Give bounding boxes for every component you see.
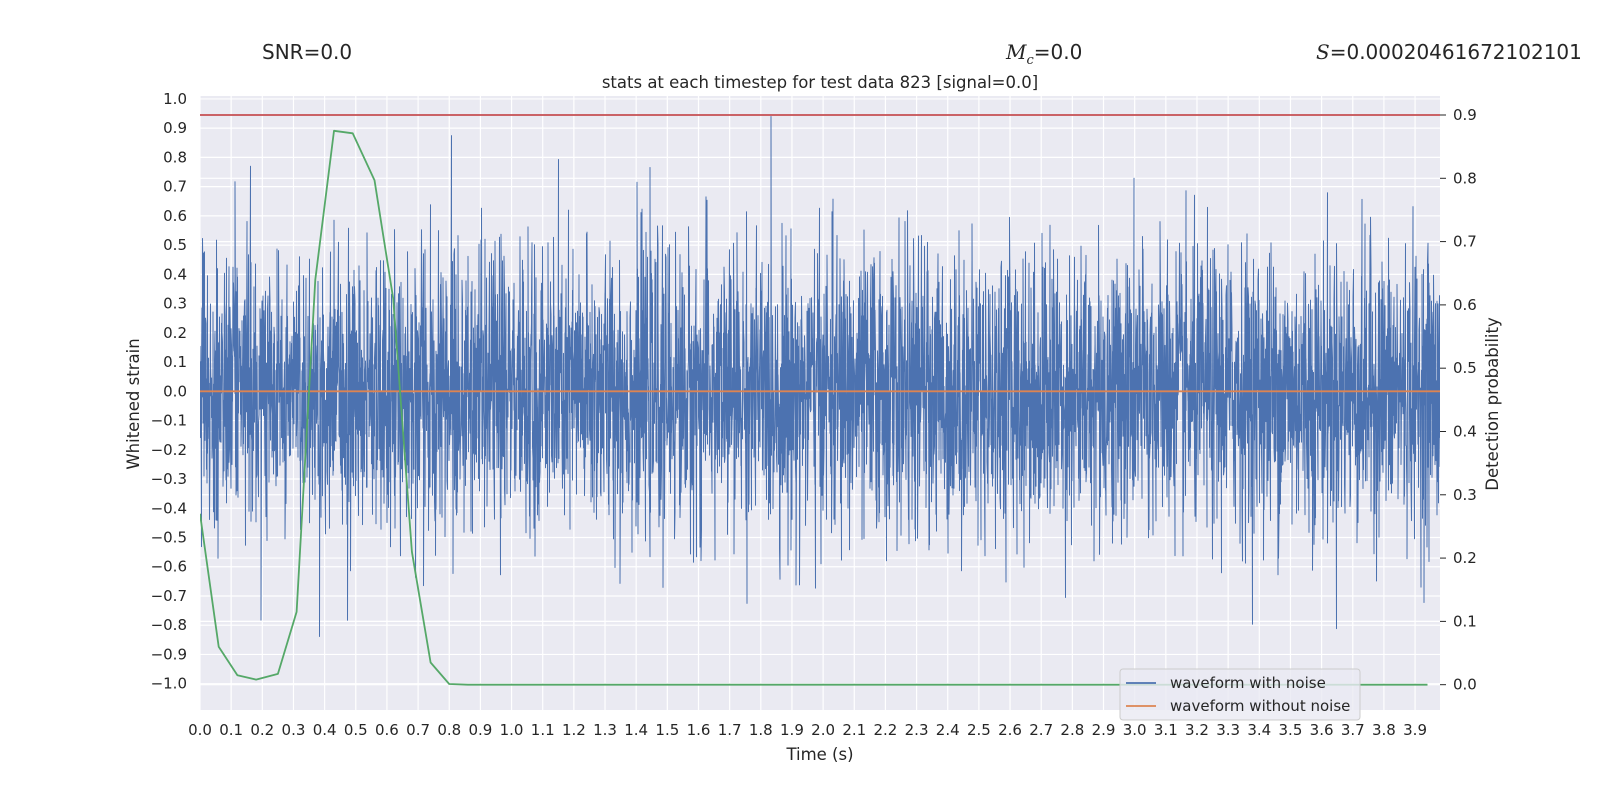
- x-tick-label: 1.3: [593, 721, 617, 739]
- x-tick-label: 0.6: [375, 721, 399, 739]
- y2-tick-label: 0.2: [1453, 549, 1477, 567]
- x-tick-label: 3.8: [1372, 721, 1396, 739]
- y-tick-label: 0.5: [163, 236, 187, 254]
- chirp-mass-label: Mc=0.0: [1006, 40, 1083, 68]
- x-tick-label: 1.9: [780, 721, 804, 739]
- x-tick-label: 1.1: [531, 721, 555, 739]
- x-tick-label: 0.9: [468, 721, 492, 739]
- chart-title: stats at each timestep for test data 823…: [602, 73, 1038, 92]
- y-tick-label: 0.4: [163, 265, 187, 283]
- x-tick-label: 2.6: [998, 721, 1022, 739]
- x-tick-label: 1.5: [655, 721, 679, 739]
- snr-label: SNR=0.0: [262, 40, 353, 64]
- y-tick-label: −0.3: [151, 470, 187, 488]
- y2-tick-label: 0.4: [1453, 422, 1477, 440]
- y-tick-label: −0.8: [151, 616, 187, 634]
- x-tick-label: 3.7: [1341, 721, 1365, 739]
- x-tick-label: 2.3: [905, 721, 929, 739]
- x-tick-label: 0.8: [437, 721, 461, 739]
- series-detection-probability: [200, 129, 1428, 686]
- y2-tick-label: 0.6: [1453, 296, 1477, 314]
- legend-label-clean: waveform without noise: [1170, 697, 1350, 715]
- series-layer: [200, 114, 1440, 686]
- x-tick-label: 3.4: [1247, 721, 1271, 739]
- y-tick-label: 1.0: [163, 90, 187, 108]
- y-tick-label: −0.5: [151, 528, 187, 546]
- x-tick-label: 0.3: [282, 721, 306, 739]
- x-tick-label: 2.7: [1029, 721, 1053, 739]
- x-tick-label: 2.0: [811, 721, 835, 739]
- x-tick-label: 3.0: [1123, 721, 1147, 739]
- x-tick-label: 3.5: [1279, 721, 1303, 739]
- x-tick-label: 3.2: [1185, 721, 1209, 739]
- x-tick-label: 2.5: [967, 721, 991, 739]
- x-tick-label: 1.6: [687, 721, 711, 739]
- y-tick-label: 0.1: [163, 353, 187, 371]
- y2-tick-label: 0.0: [1453, 676, 1477, 694]
- x-tick-label: 2.9: [1092, 721, 1116, 739]
- y2-tick-label: 0.8: [1453, 169, 1477, 187]
- x-tick-label: 2.4: [936, 721, 960, 739]
- y-tick-label: 0.0: [163, 382, 187, 400]
- x-tick-label: 2.8: [1060, 721, 1084, 739]
- x-tick-label: 2.1: [842, 721, 866, 739]
- x-tick-label: 1.2: [562, 721, 586, 739]
- x-tick-label: 3.6: [1310, 721, 1334, 739]
- y-tick-label: −0.9: [151, 645, 187, 663]
- y-tick-label: 0.9: [163, 119, 187, 137]
- x-tick-label: 0.7: [406, 721, 430, 739]
- x-tick-label: 0.0: [188, 721, 212, 739]
- x-tick-label: 2.2: [873, 721, 897, 739]
- y-tick-label: 0.2: [163, 324, 187, 342]
- x-tick-labels: 0.0 0.1 0.2 0.3 0.4 0.5 0.6 0.7 0.8 0.9 1.0 1.1 1.2 1…: [188, 721, 1427, 739]
- y2-axis-label: Detection probability: [1483, 317, 1502, 491]
- y-tick-label: 0.3: [163, 295, 187, 313]
- y-tick-label: −0.1: [151, 412, 187, 430]
- y-tick-label: −0.2: [151, 441, 187, 459]
- series-waveform-with-noise: [200, 116, 1440, 637]
- legend-label-noise: waveform with noise: [1170, 674, 1326, 692]
- y-tick-labels: 1.0 0.9 0.8 0.7 0.6 0.5 0.4 0.3 0.2 0.1 0.0 −0.1 −0.…: [151, 90, 187, 693]
- y2-tick-labels: 0.9 0.8 0.7 0.6 0.5 0.4 0.3 0.2 0.1 0.0: [1440, 106, 1477, 694]
- y2-tick-label: 0.3: [1453, 486, 1477, 504]
- y-tick-label: −0.6: [151, 558, 187, 576]
- legend: waveform with noise waveform without noi…: [1119, 668, 1361, 721]
- score-label: S=0.00020461672102101: [1316, 40, 1582, 64]
- y-axis-label: Whitened strain: [124, 338, 143, 469]
- x-tick-label: 3.1: [1154, 721, 1178, 739]
- y-tick-label: −1.0: [151, 675, 187, 693]
- y-tick-label: −0.7: [151, 587, 187, 605]
- x-tick-label: 1.0: [500, 721, 524, 739]
- y2-tick-label: 0.1: [1453, 612, 1477, 630]
- y-tick-label: 0.8: [163, 148, 187, 166]
- x-tick-label: 1.4: [624, 721, 648, 739]
- y2-tick-label: 0.7: [1453, 233, 1477, 251]
- y-tick-label: 0.7: [163, 178, 187, 196]
- x-tick-label: 0.5: [344, 721, 368, 739]
- x-tick-label: 3.3: [1216, 721, 1240, 739]
- x-tick-label: 0.4: [313, 721, 337, 739]
- legend-box: [1119, 668, 1361, 721]
- y-tick-label: 0.6: [163, 207, 187, 225]
- x-tick-label: 1.8: [749, 721, 773, 739]
- x-tick-label: 0.1: [219, 721, 243, 739]
- y2-tick-label: 0.9: [1453, 106, 1477, 124]
- x-axis-label: Time (s): [785, 745, 853, 764]
- y2-tick-label: 0.5: [1453, 359, 1477, 377]
- x-tick-label: 0.2: [250, 721, 274, 739]
- y-tick-label: −0.4: [151, 499, 187, 517]
- x-tick-label: 1.7: [718, 721, 742, 739]
- x-tick-label: 3.9: [1403, 721, 1427, 739]
